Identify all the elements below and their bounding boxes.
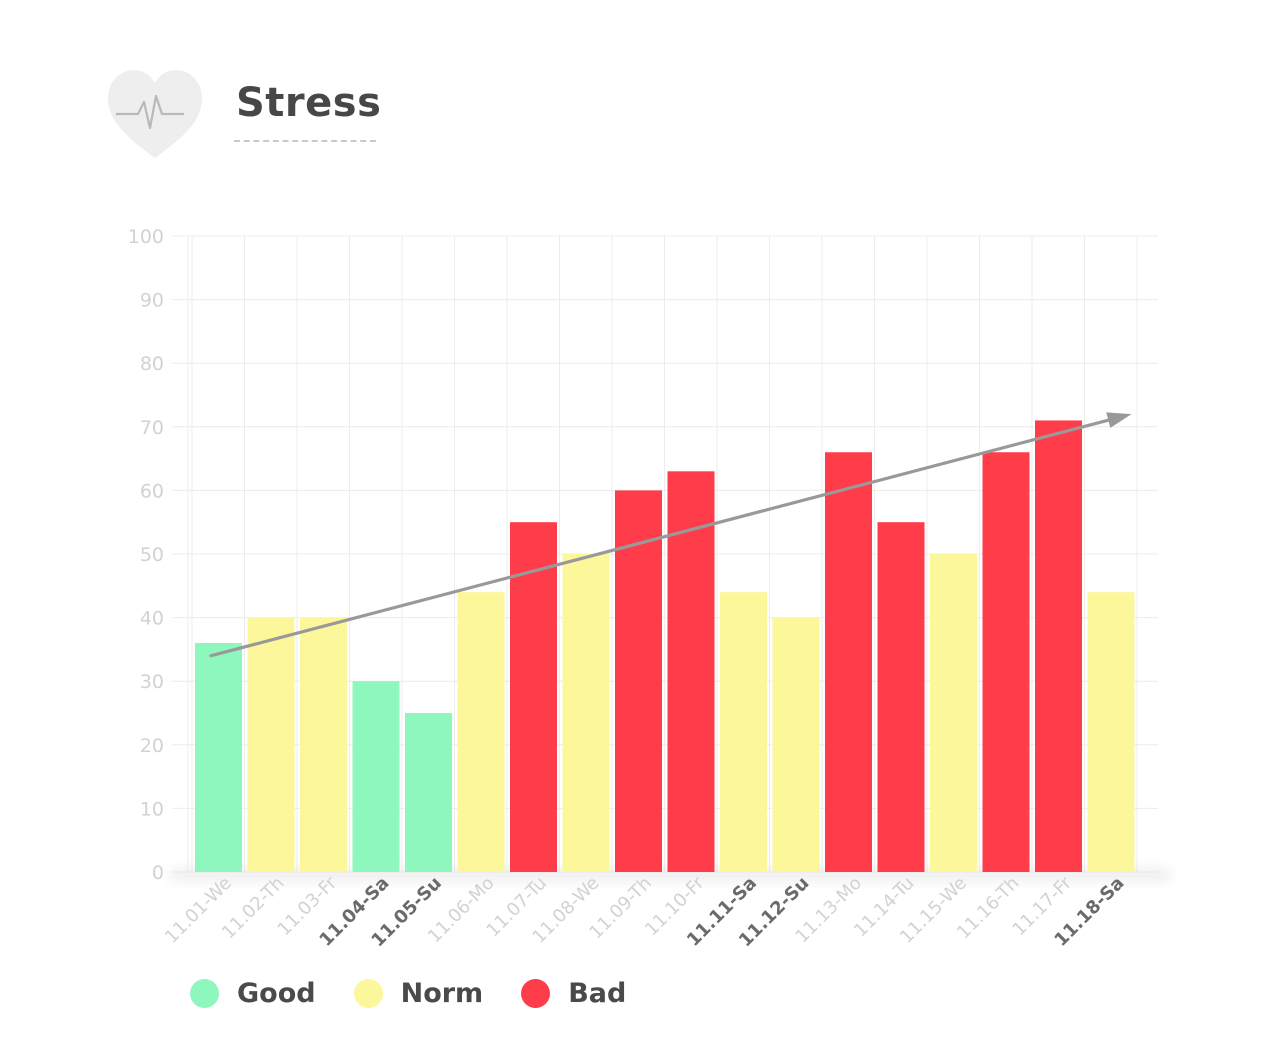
- y-tick-label: 50: [140, 544, 164, 566]
- legend: Good Norm Bad: [190, 978, 664, 1009]
- x-axis: 11.01-We11.02-Th11.03-Fr11.04-Sa11.05-Su…: [161, 872, 1129, 951]
- bar-11.18-Sa: [1087, 592, 1135, 872]
- legend-item-norm: Norm: [353, 978, 484, 1009]
- bar-11.15-We: [930, 554, 977, 872]
- y-tick-label: 90: [140, 290, 164, 312]
- bars: [195, 420, 1135, 872]
- y-axis: 0 10 20 30 40 50 60 70 80 90 100: [128, 226, 164, 884]
- y-tick-label: 70: [140, 417, 164, 439]
- bar-11.13-Mo: [825, 452, 872, 872]
- y-tick-label: 20: [140, 735, 164, 757]
- chart-header: Stress: [108, 70, 508, 160]
- bar-11.02-Th: [247, 617, 295, 872]
- baseline-shadow: [170, 870, 1170, 880]
- y-tick-label: 80: [140, 353, 164, 375]
- bar-11.17-Fr: [1035, 420, 1082, 872]
- legend-label-good: Good: [237, 978, 316, 1009]
- trend-line: [209, 418, 1110, 658]
- y-tick-label: 60: [140, 480, 164, 502]
- page-title: Stress: [236, 80, 382, 126]
- bar-11.10-Fr: [667, 471, 715, 872]
- legend-label-bad: Bad: [568, 978, 627, 1009]
- bar-11.09-Th: [615, 490, 662, 872]
- bar-11.06-Mo: [457, 592, 505, 872]
- bar-11.01-We: [195, 643, 242, 872]
- trend: [209, 412, 1132, 658]
- bar-11.11-Sa: [720, 592, 767, 872]
- bar-11.05-Su: [405, 713, 452, 872]
- y-tick-label: 40: [140, 608, 164, 630]
- legend-item-bad: Bad: [521, 978, 626, 1009]
- bar-11.03-Fr: [300, 617, 347, 872]
- y-tick-label: 10: [140, 798, 164, 820]
- title-underline: [234, 140, 376, 142]
- legend-item-good: Good: [190, 978, 316, 1009]
- legend-label-norm: Norm: [400, 978, 484, 1009]
- bar-11.07-Tu: [510, 522, 557, 872]
- heart-pulse-icon: [108, 70, 202, 158]
- bar-11.12-Su: [772, 617, 820, 872]
- bar-11.08-We: [562, 554, 610, 872]
- legend-swatch-norm: [353, 979, 383, 1008]
- y-tick-label: 0: [152, 862, 164, 884]
- legend-swatch-good: [190, 979, 219, 1008]
- legend-swatch-bad: [521, 979, 551, 1008]
- y-tick-label: 30: [140, 671, 164, 693]
- y-tick-label: 100: [128, 226, 164, 248]
- bar-11.04-Sa: [352, 681, 400, 872]
- bar-11.16-Th: [982, 452, 1030, 872]
- trend-arrowhead: [1106, 412, 1132, 428]
- bar-11.14-Tu: [877, 522, 925, 872]
